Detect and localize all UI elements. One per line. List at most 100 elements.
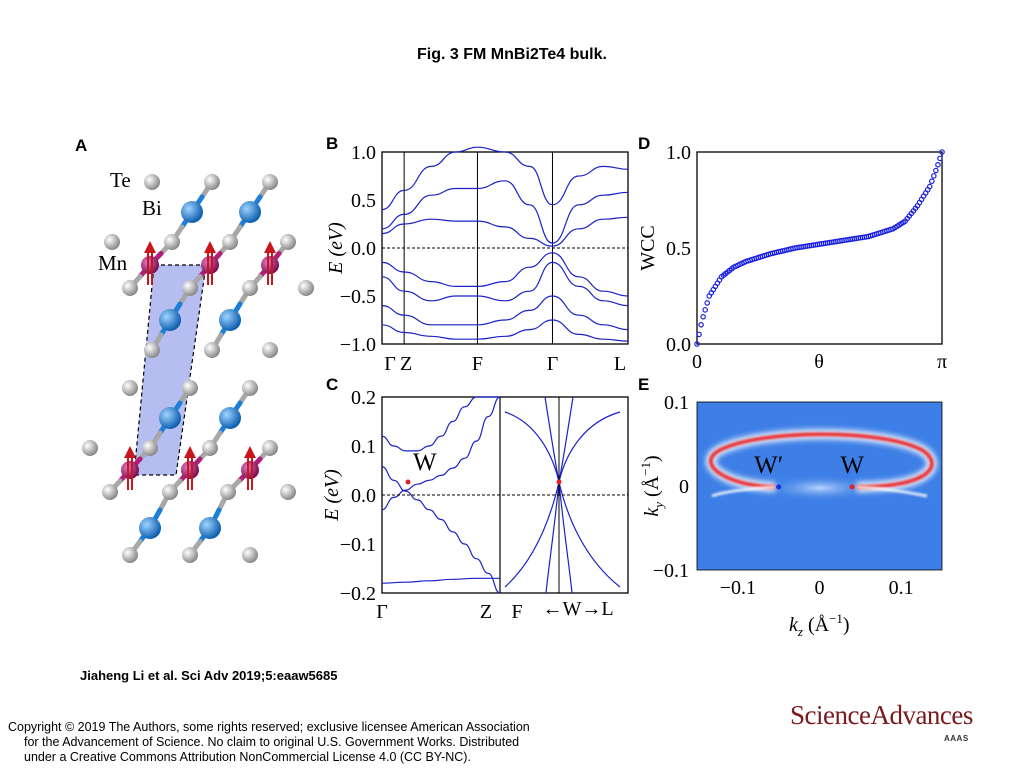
weyl-point-label: W′	[754, 452, 783, 479]
bi-atom	[181, 201, 203, 223]
panel-c-xtick-f: F	[511, 601, 522, 623]
te-atom	[262, 342, 278, 358]
spin-up-arrow-icon	[204, 241, 216, 285]
panel-d-points	[694, 149, 945, 347]
te-atom	[242, 547, 258, 563]
panel-b-ylabel: E (eV)	[325, 222, 347, 275]
ytick-label: 0.5	[351, 190, 376, 212]
te-atom	[182, 280, 198, 296]
mn-atom	[121, 461, 139, 479]
panel-e-fermi-arc: W′ W 0.1 0 −0.1 −0.1 0 0.1 kz (Å−1) ky (Å−1)	[638, 392, 943, 639]
panel-d-frame	[696, 151, 943, 345]
band-line	[558, 481, 573, 594]
panel-letter-a: A	[75, 136, 88, 155]
ytick-label: −1.0	[340, 334, 376, 356]
weyl-point	[776, 484, 782, 490]
ytick-label: 0.0	[666, 334, 691, 356]
panel-e-frame	[696, 401, 943, 571]
ytick-label: 0.5	[666, 238, 691, 260]
wcc-point	[939, 149, 945, 155]
wcc-point	[937, 155, 943, 162]
te-atom	[262, 174, 278, 190]
panel-e-ylabel: ky (Å−1)	[638, 455, 666, 516]
xtick-label: Γ	[547, 353, 559, 375]
te-atom	[122, 547, 138, 563]
xtick-label: 0.1	[889, 577, 914, 599]
band-line	[545, 481, 560, 594]
band-line	[381, 146, 629, 211]
panel-d-xtick-0: 0	[692, 351, 702, 373]
wcc-point	[702, 307, 708, 313]
copyright-line-3: under a Creative Commons Attribution Non…	[24, 750, 471, 764]
band-line	[381, 396, 500, 452]
label-mn: Mn	[98, 251, 128, 275]
panel-c-w-label: W	[413, 449, 437, 476]
panel-d-xtick-pi: π	[937, 351, 947, 373]
panel-c-xtick-z: Z	[480, 601, 492, 623]
te-atom	[242, 280, 258, 296]
panel-letter-c: C	[326, 375, 339, 394]
panel-d-wcc: 1.0 0.5 0.0 0 θ π WCC	[637, 142, 947, 373]
panel-e-weyl-points: W′ W	[754, 452, 864, 490]
te-atom	[144, 174, 160, 190]
band-line	[381, 466, 501, 594]
science-advances-logo: ScienceAdvances	[790, 700, 973, 730]
band-line	[381, 319, 629, 342]
te-atom	[298, 280, 314, 296]
panel-e-bulk-projection	[760, 474, 880, 502]
panel-c-weyl-point-right	[556, 479, 562, 485]
band-line	[381, 252, 629, 297]
ytick-label: −0.5	[340, 286, 376, 308]
panel-c-yticks: 0.2 0.1 0.0 −0.1 −0.2	[340, 387, 376, 605]
wcc-point	[696, 331, 702, 338]
te-atom	[82, 440, 98, 456]
te-atom	[202, 440, 218, 456]
te-atom	[142, 440, 158, 456]
mn-atom	[201, 256, 219, 274]
te-atom	[204, 342, 220, 358]
te-atom	[122, 380, 138, 396]
band-line	[381, 261, 629, 307]
mn-atom	[141, 256, 159, 274]
wcc-point	[694, 341, 700, 347]
panel-c-band-zoom: W 0.2 0.1 0.0 −0.1 −0.2 Γ Z F ←W→L E (eV)	[321, 387, 629, 623]
wcc-point	[926, 183, 933, 190]
panel-letter-e: E	[638, 375, 650, 394]
bi-atom	[159, 407, 181, 429]
xtick-label: Γ	[384, 353, 396, 375]
panel-letter-b: B	[326, 134, 339, 153]
label-te: Te	[110, 168, 131, 192]
te-atom	[280, 484, 296, 500]
band-line	[381, 396, 501, 511]
figure-title: Fig. 3 FM MnBi2Te4 bulk.	[417, 46, 607, 63]
atoms	[82, 174, 314, 563]
bi-atom	[159, 309, 181, 331]
te-atom	[204, 174, 220, 190]
spin-up-arrow-icon	[244, 446, 256, 490]
ytick-label: −0.2	[340, 583, 376, 605]
panel-b-bands	[381, 146, 629, 342]
te-atom	[262, 440, 278, 456]
ytick-label: 0.2	[351, 387, 376, 409]
panel-c-xtick-gamma: Γ	[376, 601, 388, 623]
te-atom	[182, 380, 198, 396]
xtick-label: 0	[815, 577, 825, 599]
citation: Jiaheng Li et al. Sci Adv 2019;5:eaaw568…	[80, 668, 338, 683]
ytick-label: 0.1	[351, 436, 376, 458]
panel-d-ylabel: WCC	[637, 225, 659, 271]
aaas-logo: AAAS	[944, 734, 969, 743]
copyright-line-2: for the Advancement of Science. No claim…	[24, 735, 520, 749]
panel-c-weyl-point-left	[405, 479, 411, 485]
label-bi: Bi	[142, 196, 162, 220]
crystal-structure-diagram: Te Bi Mn	[82, 168, 314, 563]
spin-up-arrow-icon	[144, 241, 156, 285]
weyl-point	[849, 484, 855, 490]
spin-up-arrow-icon	[184, 446, 196, 490]
wcc-point	[700, 314, 706, 320]
xtick-label: Z	[400, 353, 412, 375]
copyright-line-1: Copyright © 2019 The Authors, some right…	[8, 720, 530, 734]
panel-e-xticks: −0.1 0 0.1	[720, 577, 914, 599]
ytick-label: −0.1	[653, 560, 689, 582]
wcc-point	[931, 173, 937, 179]
